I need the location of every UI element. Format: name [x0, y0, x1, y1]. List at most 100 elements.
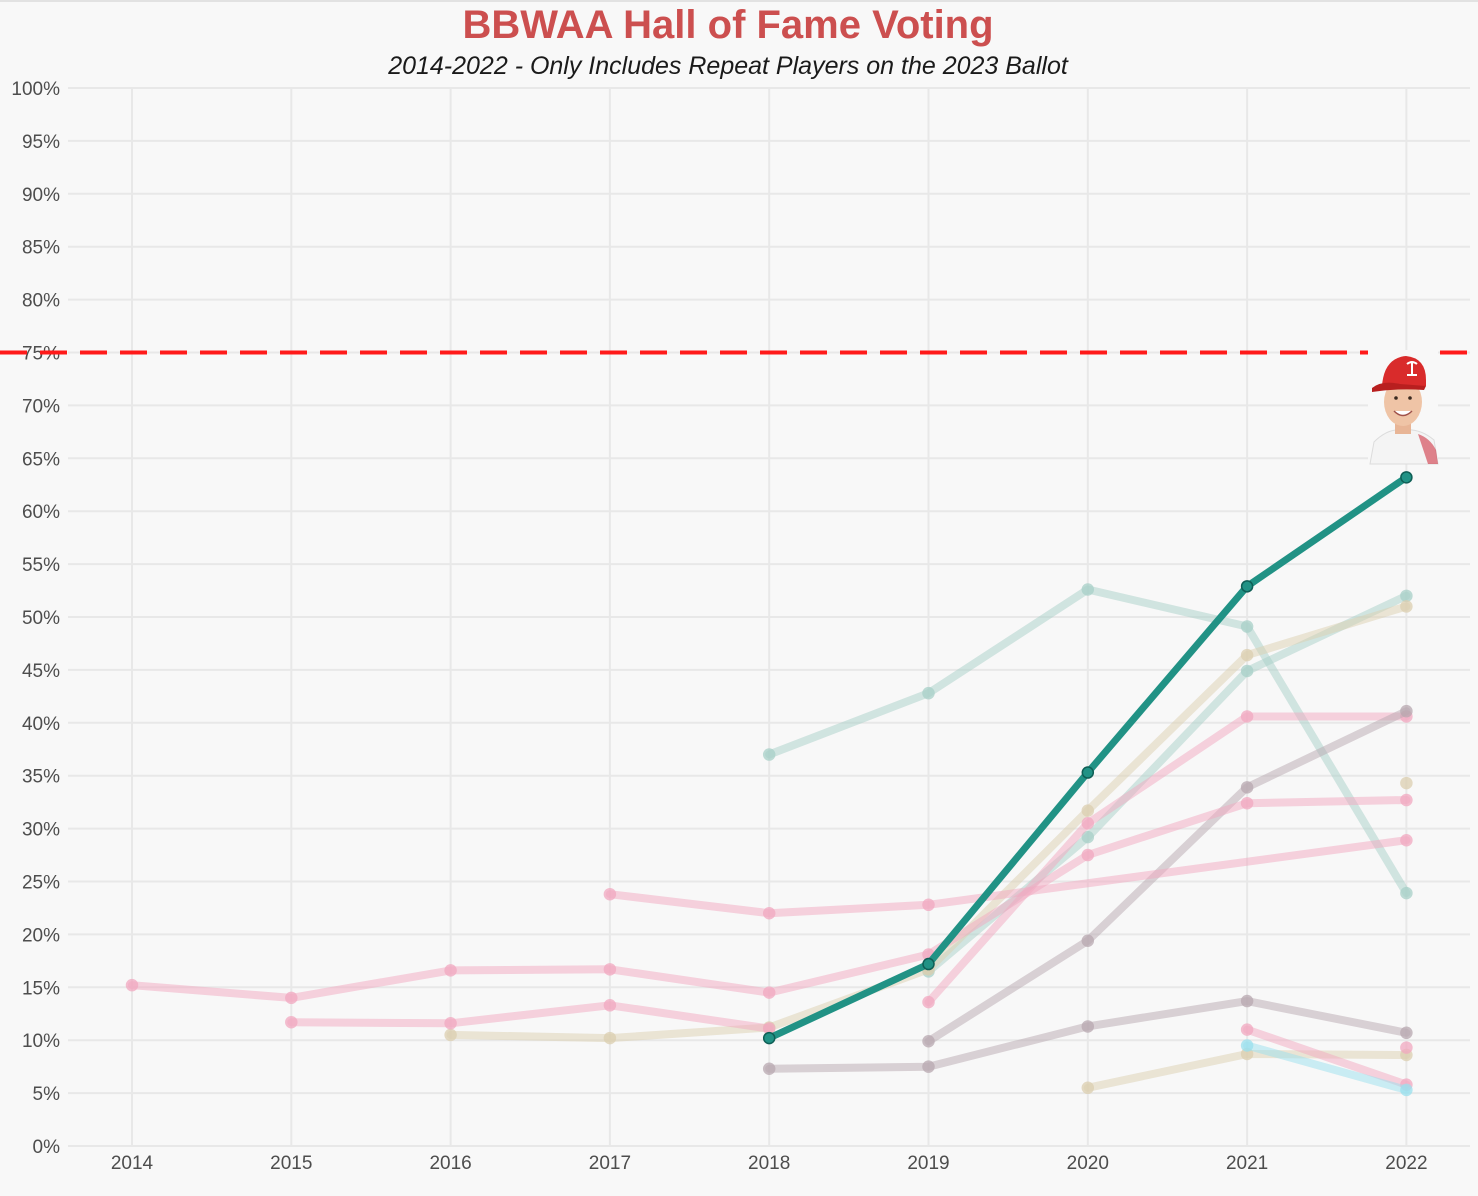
- data-point: [1400, 600, 1413, 613]
- y-tick-label: 55%: [22, 555, 60, 576]
- data-point: [125, 978, 139, 992]
- data-point: [1081, 1081, 1095, 1095]
- data-point: [1240, 664, 1254, 678]
- data-point: [1400, 833, 1413, 847]
- jersey-stripe: [1418, 434, 1438, 464]
- data-point: [1081, 1020, 1095, 1033]
- data-point: [1240, 648, 1254, 662]
- data-point: [1400, 1026, 1413, 1040]
- y-tick-label: 0%: [33, 1137, 61, 1158]
- data-point: [922, 1060, 935, 1073]
- data-point: [1081, 934, 1095, 947]
- data-point: [1400, 1083, 1413, 1097]
- y-tick-label: 70%: [22, 396, 60, 417]
- data-point: [603, 963, 617, 976]
- data-point: [1240, 994, 1254, 1008]
- y-tick-label: 35%: [22, 767, 60, 788]
- series-player-g: [603, 833, 1413, 920]
- series-player-n: [1400, 1041, 1413, 1054]
- smile-shape: [1393, 410, 1413, 417]
- data-point: [922, 686, 935, 700]
- y-tick-label: 80%: [22, 291, 60, 312]
- data-point: [1240, 1023, 1254, 1036]
- data-point: [762, 986, 776, 999]
- data-point: [1240, 1039, 1254, 1052]
- data-point: [922, 898, 935, 912]
- data-point: [1240, 620, 1254, 633]
- y-tick-label: 25%: [22, 873, 60, 894]
- data-point: [1081, 830, 1095, 844]
- face-shape: [1384, 378, 1422, 426]
- y-tick-label: 90%: [22, 185, 60, 206]
- x-tick-label: 2021: [1226, 1153, 1268, 1174]
- data-point: [1081, 848, 1095, 862]
- x-tick-label: 2019: [907, 1153, 949, 1174]
- y-tick-label: 95%: [22, 132, 60, 153]
- series-line: [924, 591, 1411, 976]
- data-point: [922, 957, 935, 971]
- data-point: [285, 1015, 298, 1029]
- data-point: [762, 748, 776, 761]
- series-player-d: [922, 710, 1413, 1009]
- eye-left: [1394, 396, 1398, 400]
- cap-brim: [1372, 382, 1426, 392]
- data-point: [603, 999, 617, 1012]
- data-point: [1081, 766, 1095, 779]
- series-player-l: [1240, 1039, 1413, 1097]
- top-divider: [0, 0, 1478, 2]
- player-headshot: [1368, 350, 1439, 465]
- data-point: [1240, 710, 1254, 723]
- data-point: [1240, 781, 1254, 794]
- y-tick-label: 65%: [22, 449, 60, 470]
- series-line: [1243, 1041, 1411, 1094]
- y-tick-label: 30%: [22, 820, 60, 841]
- data-point: [1400, 886, 1413, 900]
- data-point: [762, 1031, 776, 1045]
- data-point: [922, 1035, 935, 1048]
- data-point: [1081, 817, 1095, 830]
- series-player-h: [285, 999, 776, 1035]
- data-point: [1240, 796, 1254, 810]
- data-point: [603, 887, 617, 901]
- data-point: [1400, 793, 1413, 807]
- data-point: [285, 991, 298, 1005]
- series-player-f: [125, 793, 1413, 1005]
- series-highlighted-player: [762, 471, 1413, 1045]
- y-axis: 0% 5% 10% 15% 20% 25% 30% 35% 40% 45% 50% 55% 60% 65%…: [11, 79, 60, 1158]
- data-point: [603, 1031, 617, 1045]
- data-point: [1081, 804, 1095, 817]
- data-point: [1400, 471, 1413, 484]
- cap-logo-mark: [1406, 361, 1418, 376]
- data-point: [1240, 580, 1254, 593]
- chart-title: BBWAA Hall of Fame Voting: [462, 3, 994, 47]
- data-point: [444, 964, 457, 977]
- x-tick-label: 2014: [111, 1153, 154, 1174]
- data-point: [444, 1028, 457, 1042]
- x-tick-label: 2016: [429, 1153, 471, 1174]
- x-tick-label: 2018: [748, 1153, 790, 1174]
- data-point: [762, 906, 776, 920]
- y-tick-label: 40%: [22, 714, 60, 735]
- data-point: [1400, 589, 1413, 603]
- series-line: [924, 712, 1411, 1007]
- data-point: [922, 995, 935, 1009]
- series-line: [287, 1001, 774, 1033]
- x-tick-label: 2022: [1385, 1153, 1427, 1174]
- series-line: [1243, 1025, 1411, 1089]
- data-point: [1400, 776, 1413, 790]
- data-point: [444, 1017, 457, 1030]
- y-tick-label: 60%: [22, 502, 60, 523]
- x-tick-label: 2017: [589, 1153, 631, 1174]
- y-tick-label: 85%: [22, 238, 60, 259]
- y-tick-label: 20%: [22, 925, 60, 946]
- y-tick-label: 15%: [22, 978, 60, 999]
- x-tick-label: 2020: [1067, 1153, 1109, 1174]
- x-axis: 2014 2015 2016 2017 2018 2019 2020 2021 2022: [111, 1153, 1428, 1174]
- y-tick-label: 5%: [33, 1084, 61, 1105]
- data-point: [1081, 583, 1095, 596]
- y-tick-label: 50%: [22, 608, 60, 629]
- data-point: [1400, 1041, 1413, 1054]
- eye-right: [1408, 396, 1412, 400]
